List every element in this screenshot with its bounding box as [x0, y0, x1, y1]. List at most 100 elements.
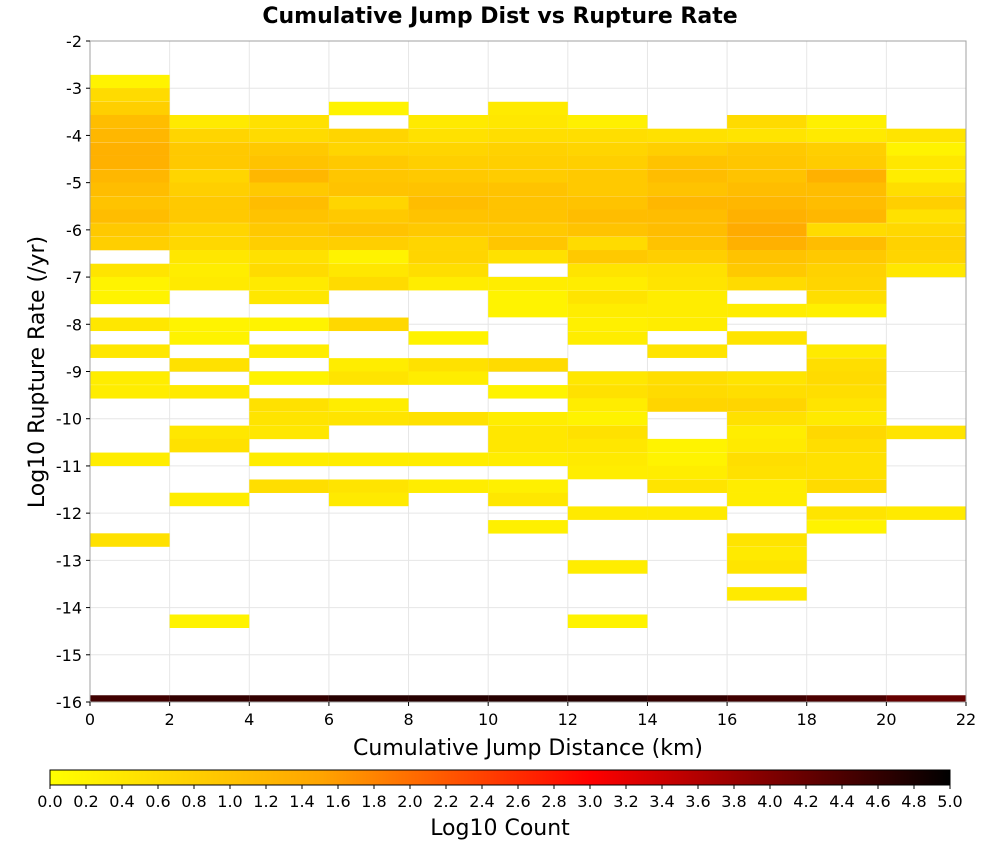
heatmap-cell: [169, 695, 250, 702]
heatmap-cell: [806, 344, 887, 358]
heatmap-cell: [328, 398, 409, 412]
colorbar-tick-label: 0.4: [109, 792, 134, 811]
heatmap-cell: [408, 331, 489, 345]
heatmap-cell: [647, 155, 728, 170]
heatmap-cell: [90, 533, 170, 547]
heatmap-cell: [727, 533, 807, 547]
colorbar-tick-label: 4.4: [829, 792, 854, 811]
heatmap-cell: [408, 695, 489, 702]
heatmap-cell: [328, 182, 409, 196]
heatmap-cell: [169, 614, 250, 629]
heatmap-cell: [488, 411, 568, 426]
heatmap-cell: [328, 155, 409, 170]
heatmap-cell: [249, 452, 329, 467]
heatmap-cell: [647, 223, 728, 237]
heatmap-cell: [567, 290, 648, 305]
heatmap-cell: [886, 425, 966, 440]
heatmap-cell: [169, 223, 250, 237]
heatmap-cell: [567, 411, 648, 426]
heatmap-cell: [647, 371, 728, 385]
heatmap-cell: [488, 114, 568, 129]
heatmap-cell: [886, 223, 966, 237]
heatmap-cell: [169, 263, 250, 278]
heatmap-cell: [249, 209, 329, 223]
heatmap-cell: [806, 303, 887, 318]
heatmap-cell: [567, 263, 648, 278]
heatmap-cell: [488, 169, 568, 183]
heatmap-cell: [328, 142, 409, 156]
x-tick-label: 2: [165, 710, 175, 729]
colorbar-tick-label: 2.4: [469, 792, 494, 811]
heatmap-cell: [488, 479, 568, 493]
heatmap-cell: [567, 196, 648, 210]
heatmap-cell: [488, 438, 568, 453]
heatmap-cell: [90, 209, 170, 223]
heatmap-cell: [727, 411, 807, 426]
heatmap-cell: [886, 236, 966, 251]
heatmap-cell: [727, 371, 807, 385]
colorbar-tick-label: 4.2: [793, 792, 818, 811]
heatmap-cell: [727, 303, 807, 318]
heatmap-cell: [408, 223, 489, 237]
colorbar-ticks: 0.0 0.2 0.4 0.6 0.8 1.0 1.2 1.4 1.6 1.8 2.0 2.2 2.4 2…: [37, 785, 963, 811]
colorbar-tick-label: 1.0: [217, 792, 242, 811]
heatmap-cell: [249, 411, 329, 426]
heatmap-cell: [647, 385, 728, 399]
heatmap-cell: [727, 250, 807, 264]
heatmap-cell: [328, 263, 409, 278]
heatmap-cell: [249, 276, 329, 291]
heatmap-cell: [567, 250, 648, 264]
heatmap-cell: [806, 358, 887, 372]
heatmap-cell: [567, 169, 648, 183]
heatmap-cell: [647, 452, 728, 467]
heatmap-cell: [90, 344, 170, 358]
heatmap-cell: [647, 276, 728, 291]
heatmap-cell: [886, 196, 966, 210]
heatmap-cell: [408, 196, 489, 210]
x-tick-label: 18: [797, 710, 817, 729]
heatmap-cell: [567, 560, 648, 574]
heatmap-cell: [806, 520, 887, 534]
heatmap-cell: [647, 479, 728, 493]
colorbar-tick-label: 3.2: [613, 792, 638, 811]
heatmap-cell: [249, 344, 329, 358]
heatmap-cell: [567, 182, 648, 196]
heatmap-cell: [727, 479, 807, 493]
heatmap-cell: [169, 358, 250, 372]
heatmap-cell: [806, 465, 887, 480]
heatmap-cell: [90, 88, 170, 102]
heatmap-cell: [488, 290, 568, 305]
heatmap-cell: [408, 358, 489, 372]
colorbar-tick-label: 2.6: [505, 792, 530, 811]
heatmap-cell: [488, 101, 568, 116]
heatmap-cell: [90, 114, 170, 129]
heatmap-cell: [886, 155, 966, 170]
heatmap-cell: [806, 209, 887, 223]
x-tick-label: 12: [558, 710, 578, 729]
heatmap-cell: [886, 169, 966, 183]
colorbar-tick-label: 5.0: [937, 792, 962, 811]
heatmap-cell: [567, 425, 648, 440]
heatmap-cell: [488, 236, 568, 251]
x-tick-label: 16: [717, 710, 737, 729]
heatmap-cell: [328, 492, 409, 507]
heatmap-cell: [169, 276, 250, 291]
heatmap-cell: [488, 196, 568, 210]
heatmap-cell: [806, 114, 887, 129]
heatmap-cell: [169, 209, 250, 223]
heatmap-cell: [727, 182, 807, 196]
heatmap-cell: [886, 142, 966, 156]
heatmap-cell: [647, 465, 728, 480]
heatmap-cell: [727, 438, 807, 453]
heatmap-cell: [727, 331, 807, 345]
heatmap-cell: [806, 155, 887, 170]
heatmap-cell: [169, 438, 250, 453]
heatmap-cell: [727, 560, 807, 574]
heatmap-cell: [567, 385, 648, 399]
heatmap-cell: [328, 695, 409, 702]
colorbar-tick-label: 2.2: [433, 792, 458, 811]
heatmap-cell: [169, 182, 250, 196]
heatmap-cell: [249, 425, 329, 440]
heatmap-cell: [647, 263, 728, 278]
heatmap-cell: [408, 479, 489, 493]
